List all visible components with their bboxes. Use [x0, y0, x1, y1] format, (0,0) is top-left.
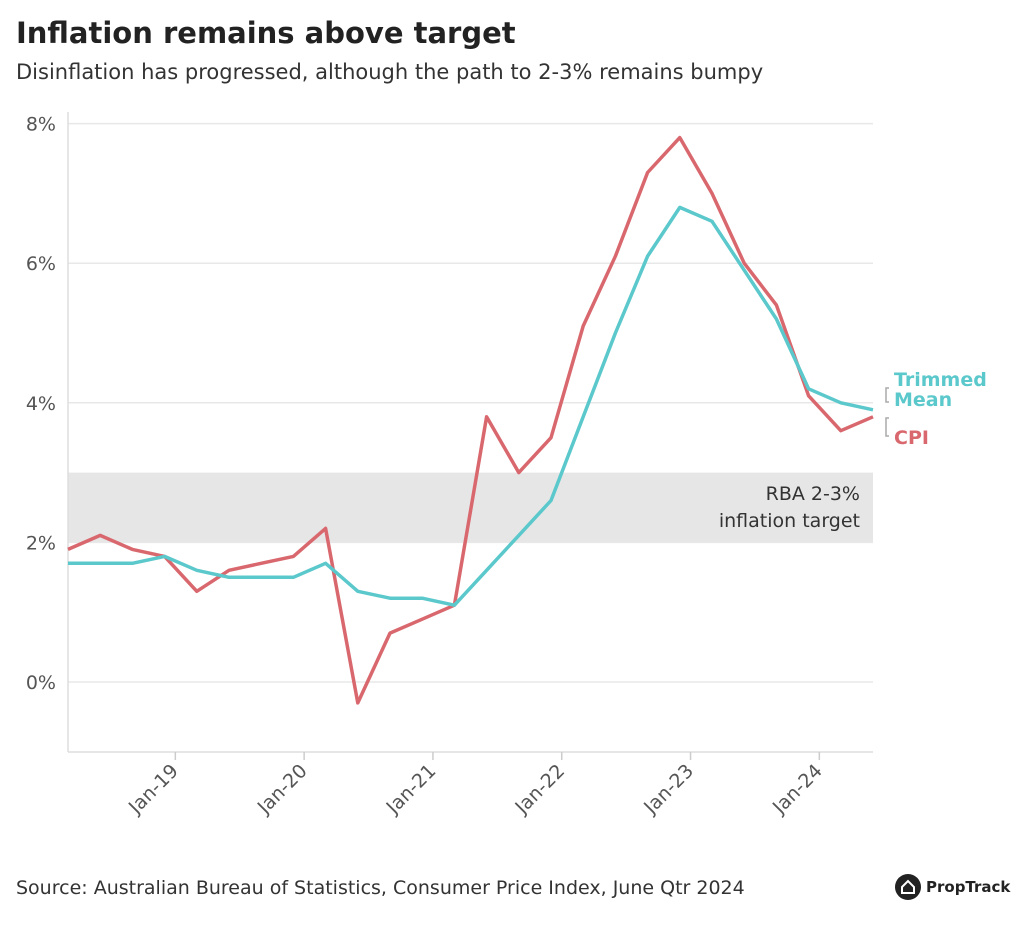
cpi-line [67, 135, 874, 705]
band-label: inflation target [719, 510, 860, 532]
y-tick-label: 4% [26, 393, 56, 415]
y-tick-label: 6% [26, 253, 56, 275]
logo-text: PropTrack [926, 878, 1011, 896]
legend-trimmed-mean: Mean [894, 389, 952, 411]
x-tick-label: Jan-19 [124, 760, 183, 819]
proptrack-logo: PropTrack [895, 874, 1010, 900]
trimmed-mean-line [68, 205, 874, 607]
legend-trimmed-mean: Trimmed [894, 369, 987, 391]
x-tick-label: Jan-22 [510, 760, 569, 819]
y-tick-label: 0% [26, 672, 56, 694]
x-tick-label: Jan-20 [253, 760, 312, 819]
house-icon [895, 874, 921, 900]
y-tick-label: 2% [26, 532, 56, 554]
band-label: RBA 2-3% [766, 483, 860, 505]
source-note: Source: Australian Bureau of Statistics,… [16, 877, 745, 899]
x-tick-label: Jan-21 [382, 760, 441, 819]
legend-cpi: CPI [894, 427, 929, 449]
chart-subtitle: Disinflation has progressed, although th… [16, 60, 764, 84]
y-tick-label: 8% [26, 114, 56, 136]
x-tick-label: Jan-24 [768, 760, 827, 819]
chart-title: Inflation remains above target [16, 16, 516, 50]
legend-bracket [885, 387, 889, 437]
x-tick-label: Jan-23 [639, 760, 698, 819]
